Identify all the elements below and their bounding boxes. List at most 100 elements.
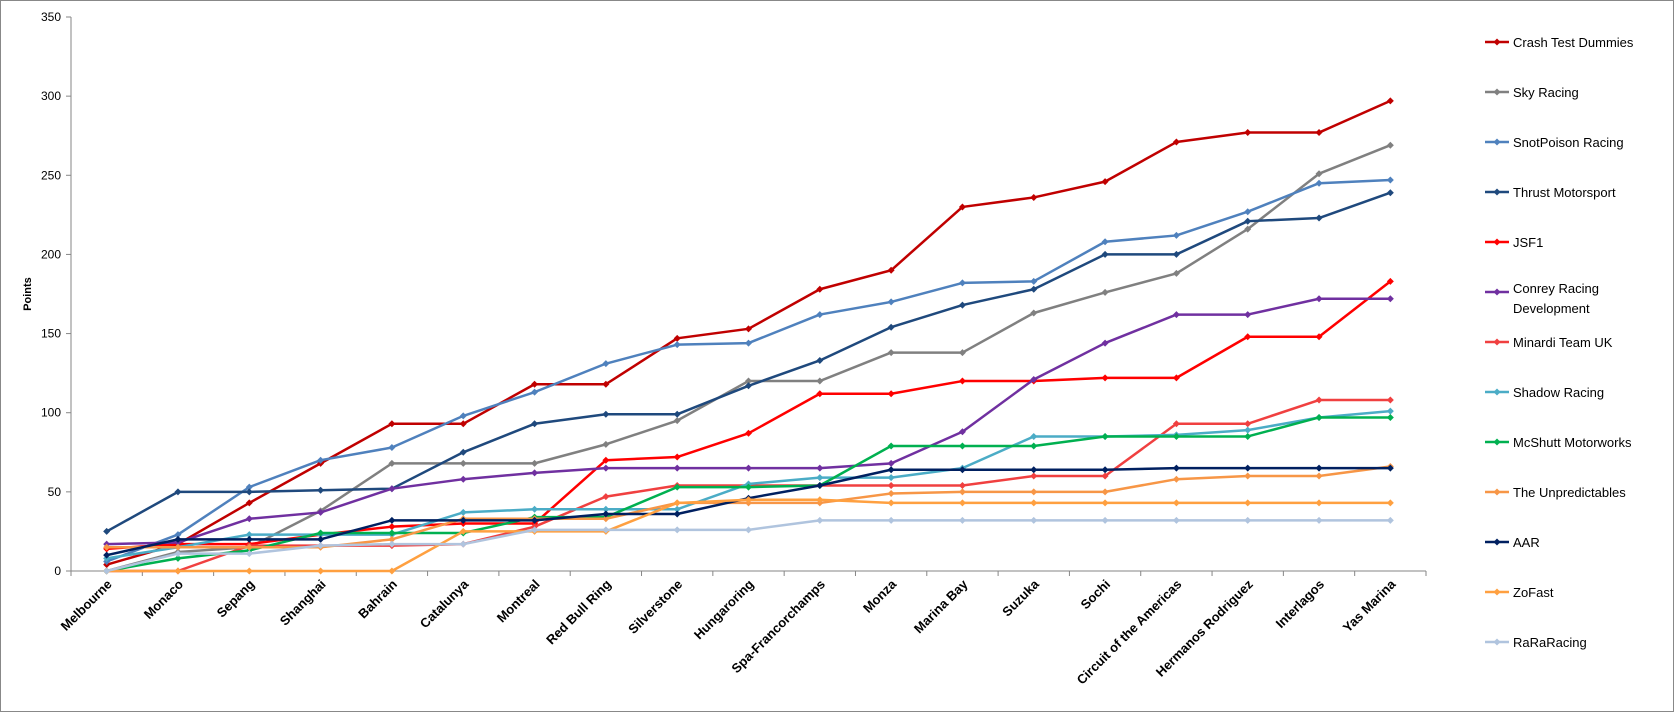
data-point <box>245 488 253 496</box>
x-tick-label: Yas Marina <box>1340 576 1399 635</box>
data-point <box>1244 516 1252 524</box>
data-point <box>1386 396 1394 404</box>
axes: 0 50 100 150 200 250 300 350 Points Melbourne Mona… <box>22 10 1427 687</box>
series-line <box>106 144 1391 573</box>
data-point <box>887 298 895 306</box>
legend-label: SnotPoison Racing <box>1513 135 1624 150</box>
data-point <box>1030 499 1038 507</box>
data-point <box>1244 208 1252 216</box>
data-point <box>673 341 681 349</box>
data-point <box>1386 277 1394 285</box>
x-tick-label: Melbourne <box>58 577 115 634</box>
legend-label: RaRaRacing <box>1513 635 1587 650</box>
data-point <box>1101 499 1109 507</box>
data-point <box>1101 374 1109 382</box>
data-point <box>459 412 467 420</box>
x-tick-label: Bahrain <box>355 576 400 621</box>
data-point <box>958 482 966 490</box>
data-point <box>958 349 966 357</box>
data-point <box>602 515 610 523</box>
series-12 <box>103 516 1394 575</box>
x-tick-label: Silverstone <box>625 577 685 637</box>
legend-swatch-marker <box>1493 238 1501 246</box>
data-point <box>1030 193 1038 201</box>
x-tick-label: Hungaroring <box>691 576 757 642</box>
legend-item: Sky Racing <box>1485 85 1579 100</box>
series-5 <box>103 295 1394 548</box>
data-point <box>1030 442 1038 450</box>
data-point <box>602 456 610 464</box>
data-point <box>1386 413 1394 421</box>
data-point <box>745 464 752 472</box>
legend-swatch-marker <box>1493 438 1501 446</box>
legend-item: JSF1 <box>1485 235 1543 250</box>
data-point <box>745 526 752 534</box>
data-point <box>1386 499 1394 507</box>
data-point <box>174 550 182 558</box>
data-point <box>1030 285 1038 293</box>
legend-label: Thrust Motorsport <box>1513 185 1616 200</box>
series-1 <box>103 141 1394 575</box>
data-point <box>816 311 824 319</box>
legend-item: The Unpredictables <box>1485 485 1626 500</box>
legend-item: SnotPoison Racing <box>1485 135 1624 150</box>
data-point <box>103 543 111 551</box>
data-point <box>602 360 610 368</box>
legend-swatch-marker <box>1493 38 1501 46</box>
data-point <box>1244 499 1252 507</box>
legend: Crash Test Dummies Sky Racing SnotPoison R… <box>1485 35 1634 650</box>
data-point <box>388 523 396 531</box>
data-point <box>816 464 824 472</box>
data-point <box>1244 311 1252 319</box>
data-point <box>1386 295 1394 303</box>
legend-label: McShutt Motorworks <box>1513 435 1632 450</box>
data-point <box>816 516 824 524</box>
data-point <box>1172 231 1180 239</box>
data-point <box>317 535 325 543</box>
data-point <box>245 567 253 575</box>
data-point <box>816 390 824 398</box>
data-point <box>245 515 253 523</box>
data-point <box>531 388 539 396</box>
data-point <box>1315 396 1323 404</box>
legend-swatch-marker <box>1493 538 1501 546</box>
data-point <box>887 516 895 524</box>
x-tick-label: Montreal <box>494 577 543 626</box>
data-point <box>958 279 966 287</box>
data-point <box>245 550 253 558</box>
data-point <box>1315 214 1323 222</box>
data-point <box>1315 472 1323 480</box>
data-point <box>887 266 895 274</box>
x-tick-label: Marina Bay <box>911 576 971 636</box>
data-point <box>103 527 111 535</box>
x-tick-label: Sochi <box>1078 577 1114 613</box>
x-tick-label: Monaco <box>141 576 186 621</box>
data-point <box>388 444 396 452</box>
data-point <box>531 516 539 524</box>
data-point <box>1030 277 1038 285</box>
data-point <box>459 459 467 467</box>
data-point <box>673 526 681 534</box>
legend-swatch-marker <box>1493 288 1501 296</box>
data-point <box>1030 375 1038 383</box>
y-tick-label: 250 <box>41 168 61 182</box>
data-point <box>388 516 396 524</box>
data-point <box>1315 170 1323 178</box>
legend-swatch-marker <box>1493 488 1501 496</box>
legend-item: McShutt Motorworks <box>1485 435 1632 450</box>
data-point <box>245 535 253 543</box>
series-8 <box>103 413 1394 575</box>
data-point <box>317 456 325 464</box>
data-point <box>1315 179 1323 187</box>
data-point <box>317 486 325 494</box>
data-point <box>816 474 824 482</box>
legend-item: AAR <box>1485 535 1540 550</box>
y-tick-label: 50 <box>48 485 62 499</box>
data-point <box>745 377 752 385</box>
series-line <box>106 297 1391 546</box>
data-point <box>887 482 895 490</box>
data-point <box>816 482 824 490</box>
data-point <box>388 540 396 548</box>
y-tick-label: 100 <box>41 406 61 420</box>
